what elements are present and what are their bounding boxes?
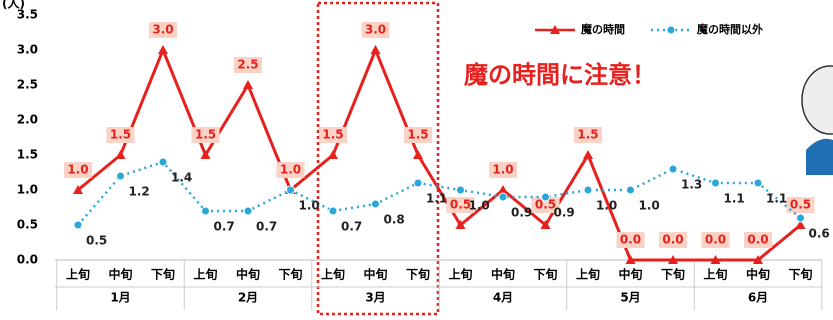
value-label: 1.0 xyxy=(299,199,320,213)
y-tick-label: 3.0 xyxy=(17,43,38,57)
y-tick-label: 2.5 xyxy=(17,78,38,92)
value-label: 0.8 xyxy=(384,213,405,227)
x-tick-label: 中旬 xyxy=(491,267,515,282)
value-label: 1.2 xyxy=(129,185,150,199)
point xyxy=(244,207,252,215)
x-tick-label: 下旬 xyxy=(278,267,302,282)
month-label: 6月 xyxy=(748,291,768,305)
annotation: 魔の時間に注意！ xyxy=(464,61,656,89)
value-label: 3.0 xyxy=(152,23,173,37)
month-label: 3月 xyxy=(365,291,385,305)
y-tick-label: 0.5 xyxy=(17,218,38,232)
y-tick-label: 2.0 xyxy=(17,113,38,127)
y-tick-label: 1.0 xyxy=(17,183,38,197)
x-tick-label: 上旬 xyxy=(703,267,727,282)
value-label: 1.3 xyxy=(681,178,702,192)
x-tick-label: 上旬 xyxy=(576,267,600,282)
illustration xyxy=(802,66,833,175)
x-tick-label: 中旬 xyxy=(363,267,387,282)
point xyxy=(414,179,422,187)
point xyxy=(584,186,592,194)
legend-label: 魔の時間 xyxy=(581,22,625,36)
value-label: 1.0 xyxy=(596,199,617,213)
x-tick-label: 中旬 xyxy=(236,267,260,282)
value-label: 1.5 xyxy=(577,128,598,142)
point xyxy=(499,193,507,201)
value-label: 0.5 xyxy=(86,234,107,248)
point xyxy=(712,179,720,187)
value-label: 2.5 xyxy=(237,58,258,72)
value-label: 0.9 xyxy=(554,206,575,220)
month-label: 4月 xyxy=(493,291,513,305)
point xyxy=(542,193,550,201)
x-tick-label: 上旬 xyxy=(66,267,90,282)
chart: (人) 魔の時間に注意！ 0.00.51.01.52.02.53.03.5上旬中… xyxy=(0,0,833,316)
value-label: 1.5 xyxy=(407,128,428,142)
value-label: 0.5 xyxy=(790,198,811,212)
x-tick-label: 下旬 xyxy=(151,267,175,282)
value-label: 1.5 xyxy=(322,128,343,142)
x-tick-label: 中旬 xyxy=(746,267,770,282)
x-tick-label: 下旬 xyxy=(406,267,430,282)
value-label: 0.0 xyxy=(747,233,768,247)
point xyxy=(243,80,253,89)
x-tick-label: 上旬 xyxy=(321,267,345,282)
point xyxy=(627,186,635,194)
point xyxy=(158,45,168,54)
y-tick-label: 0.0 xyxy=(17,253,38,267)
point xyxy=(413,150,423,159)
value-label: 0.0 xyxy=(620,233,641,247)
point xyxy=(287,186,295,194)
value-label: 3.0 xyxy=(365,23,386,37)
x-tick-label: 上旬 xyxy=(193,267,217,282)
value-label: 0.6 xyxy=(809,227,830,241)
month-label: 5月 xyxy=(620,291,640,305)
x-tick-label: 下旬 xyxy=(788,267,812,282)
x-tick-label: 下旬 xyxy=(533,267,557,282)
y-tick-label: 3.5 xyxy=(17,8,38,22)
value-label: 0.7 xyxy=(214,220,235,234)
value-label: 0.7 xyxy=(256,220,277,234)
value-label: 1.0 xyxy=(639,199,660,213)
point xyxy=(74,221,82,229)
x-tick-label: 中旬 xyxy=(618,267,642,282)
value-label: 1.1 xyxy=(766,192,787,206)
legend-marker xyxy=(667,26,675,34)
value-label: 1.1 xyxy=(426,192,447,206)
value-label: 1.5 xyxy=(110,128,131,142)
point xyxy=(328,150,338,159)
value-label: 1.1 xyxy=(724,192,745,206)
value-label: 1.0 xyxy=(492,163,513,177)
point xyxy=(372,200,380,208)
value-label: 0.0 xyxy=(662,233,683,247)
value-label: 0.9 xyxy=(511,206,532,220)
x-tick-label: 中旬 xyxy=(108,267,132,282)
x-tick-label: 下旬 xyxy=(661,267,685,282)
point xyxy=(116,150,126,159)
value-label: 0.0 xyxy=(705,233,726,247)
month-label: 2月 xyxy=(238,291,258,305)
point xyxy=(329,207,337,215)
point xyxy=(754,179,762,187)
x-tick-label: 上旬 xyxy=(448,267,472,282)
value-label: 1.0 xyxy=(469,199,490,213)
point xyxy=(669,165,677,173)
point xyxy=(583,150,593,159)
point xyxy=(457,186,465,194)
value-label: 1.0 xyxy=(67,163,88,177)
point xyxy=(797,214,805,222)
month-label: 1月 xyxy=(110,291,130,305)
point xyxy=(371,45,381,54)
point xyxy=(202,207,210,215)
legend-label: 魔の時間以外 xyxy=(697,22,763,36)
value-label: 1.4 xyxy=(171,171,192,185)
value-label: 0.7 xyxy=(341,220,362,234)
value-label: 1.0 xyxy=(280,163,301,177)
point xyxy=(159,158,167,166)
value-label: 1.5 xyxy=(195,128,216,142)
y-tick-label: 1.5 xyxy=(17,148,38,162)
point xyxy=(117,172,125,180)
